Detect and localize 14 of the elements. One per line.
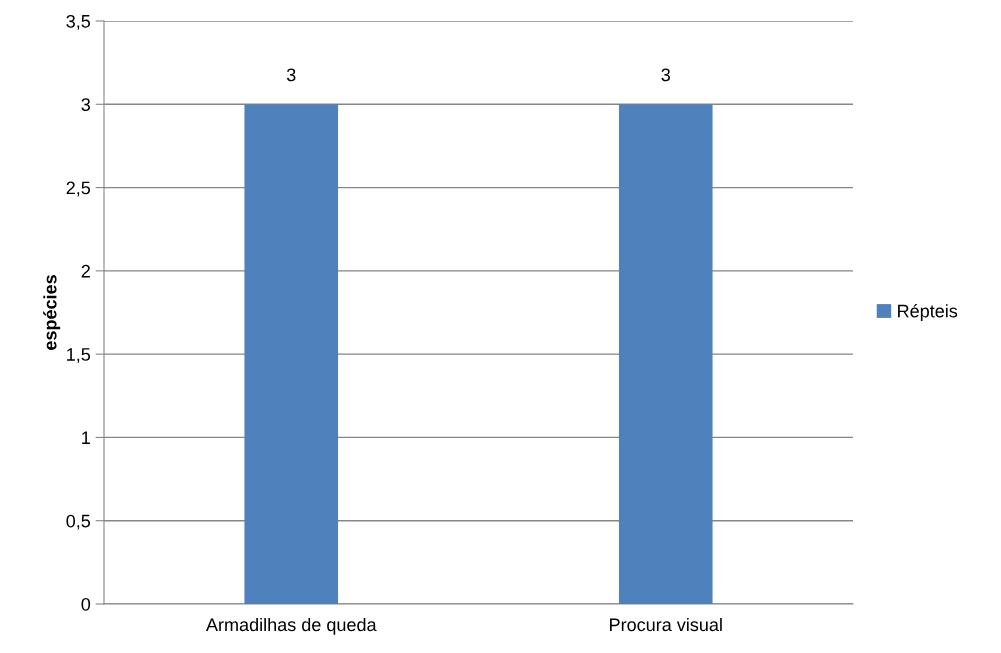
- y-tick-label: 2: [81, 264, 90, 278]
- x-tick-label: Armadilhas de queda: [205, 617, 377, 635]
- y-tick-label: 0: [81, 597, 91, 611]
- y-tick-label: 1,5: [67, 348, 91, 363]
- y-tick-label: 3: [81, 98, 91, 112]
- data-label: 3: [286, 68, 296, 82]
- y-tick-label: 2,5: [66, 181, 91, 197]
- y-tick-label: 0,5: [66, 514, 91, 530]
- y-tick-label: 3,5: [66, 14, 91, 30]
- y-tick-label: 1: [82, 431, 90, 444]
- y-axis-title: espécies: [43, 275, 61, 350]
- legend-label: Répteis: [898, 303, 958, 322]
- data-label: 3: [661, 68, 670, 82]
- x-tick-label: Procura visual: [610, 617, 722, 632]
